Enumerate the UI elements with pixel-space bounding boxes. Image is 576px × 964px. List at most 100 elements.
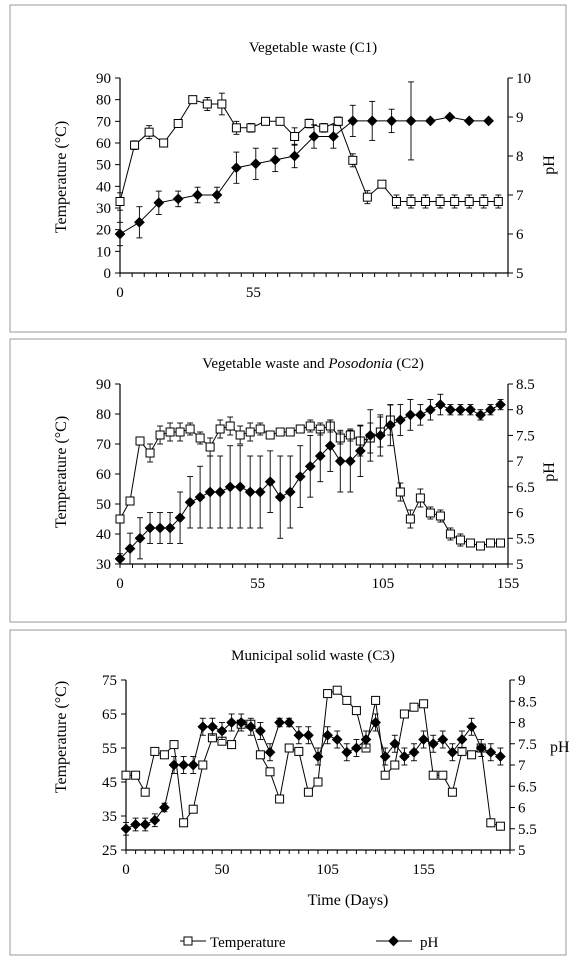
temperature-point xyxy=(155,430,165,440)
legend: Temperature pH xyxy=(180,935,439,951)
ph-point xyxy=(370,717,381,728)
temperature-point xyxy=(419,699,429,709)
temperature-point xyxy=(493,197,503,206)
y-tick-label-right: 8.5 xyxy=(516,377,535,393)
x-axis-label: Time (Days) xyxy=(308,892,389,909)
temperature-point xyxy=(202,99,212,109)
y-tick-label-left: 75 xyxy=(102,673,117,689)
ph-point xyxy=(312,751,324,762)
ph-point xyxy=(366,115,378,127)
temperature-point xyxy=(455,535,465,545)
y-tick-label-left: 35 xyxy=(102,809,117,825)
y-tick-label-left: 90 xyxy=(96,71,111,87)
temperature-point xyxy=(390,760,400,770)
temperature-point xyxy=(265,430,275,440)
ph-point xyxy=(149,814,161,826)
ph-point xyxy=(154,522,166,534)
ph-point xyxy=(216,725,228,737)
ph-point xyxy=(184,496,196,508)
y-tick-label-left: 90 xyxy=(96,377,111,393)
temperature-point xyxy=(245,427,255,437)
y-tick-label-right: 6.5 xyxy=(516,480,535,496)
temperature-point xyxy=(275,427,285,437)
y-tick-label-left: 0 xyxy=(104,266,112,282)
ph-point xyxy=(475,742,487,754)
y-tick-label-left: 60 xyxy=(96,136,111,152)
ph-point xyxy=(197,721,209,733)
x-tick-label: 55 xyxy=(246,285,261,301)
ph-point xyxy=(465,404,476,416)
temperature-point xyxy=(165,427,175,437)
temperature-point xyxy=(294,746,304,756)
temperature-point xyxy=(130,140,140,150)
y-axis-label-right: pH xyxy=(541,462,558,482)
temperature-point xyxy=(421,197,431,206)
ph-point xyxy=(485,746,497,758)
panel-title: Vegetable waste and Posodonia (C2) xyxy=(202,356,424,372)
y-axis-label-left: Temperature (°C) xyxy=(53,681,70,793)
ph-point xyxy=(214,486,226,498)
y-tick-label-left: 65 xyxy=(102,707,117,723)
temperature-point xyxy=(447,787,457,797)
ph-point xyxy=(354,445,366,457)
ph-point xyxy=(463,115,475,127)
temperature-point xyxy=(333,116,343,126)
y-tick-label-left: 10 xyxy=(96,244,111,260)
ph-point xyxy=(475,409,486,421)
temperature-point xyxy=(175,427,185,437)
y-tick-label-right: 6 xyxy=(516,506,524,522)
temperature-point xyxy=(313,777,323,787)
ph-point xyxy=(485,404,496,416)
ph-point xyxy=(274,717,285,728)
ph-point xyxy=(283,717,295,728)
temperature-series-line xyxy=(126,689,501,827)
y-tick-label-right: 7 xyxy=(518,758,526,774)
y-tick-label-left: 30 xyxy=(96,201,111,217)
temperature-series-line xyxy=(119,99,499,202)
temperature-point xyxy=(115,514,125,524)
y-tick-label-right: 7.5 xyxy=(516,428,535,444)
temperature-point xyxy=(495,821,505,831)
ph-point xyxy=(495,399,506,410)
y-tick-label-left: 70 xyxy=(96,437,111,453)
ph-point xyxy=(124,543,136,554)
y-tick-label-left: 20 xyxy=(96,223,111,239)
y-tick-label-right: 5 xyxy=(516,557,524,573)
temperature-point xyxy=(205,442,215,452)
ph-point xyxy=(425,115,436,127)
ph-point xyxy=(328,131,339,142)
y-tick-label-left: 80 xyxy=(96,93,111,109)
panel-title: Municipal solid waste (C3) xyxy=(231,648,395,664)
ph-point xyxy=(344,455,356,467)
ph-point xyxy=(456,734,468,745)
ph-point xyxy=(134,532,146,544)
temperature-point xyxy=(465,538,475,548)
ph-point xyxy=(308,131,320,142)
y-tick-label-left: 45 xyxy=(102,775,117,791)
y-tick-label-right: 5 xyxy=(516,266,524,282)
temperature-point xyxy=(125,496,135,506)
panel-title: Vegetable waste (C1) xyxy=(249,40,377,56)
panel-frame xyxy=(9,629,567,956)
temperature-point xyxy=(188,804,198,814)
ph-point xyxy=(194,491,206,503)
temperature-point xyxy=(188,95,198,105)
temperature-point xyxy=(323,689,333,699)
temperature-point xyxy=(319,123,329,133)
plot-area: 30 40 50 60 70 80 90 5 5.5 6 6.5 7 7.5 8 8.5 0 55 105 155 xyxy=(96,377,535,592)
ph-point xyxy=(187,759,199,771)
temperature-point xyxy=(438,770,448,780)
temperature-point xyxy=(227,740,237,750)
ph-point xyxy=(153,197,165,209)
ph-point xyxy=(114,228,126,240)
ph-series-line xyxy=(119,116,489,235)
temperature-point xyxy=(467,750,477,760)
temperature-point xyxy=(185,424,195,434)
x-tick-label: 50 xyxy=(215,862,230,878)
temperature-point xyxy=(332,685,342,695)
ph-point xyxy=(294,471,306,482)
ph-point xyxy=(389,738,401,750)
ph-point xyxy=(425,404,436,416)
ph-point xyxy=(207,721,218,733)
ph-point xyxy=(418,734,429,745)
